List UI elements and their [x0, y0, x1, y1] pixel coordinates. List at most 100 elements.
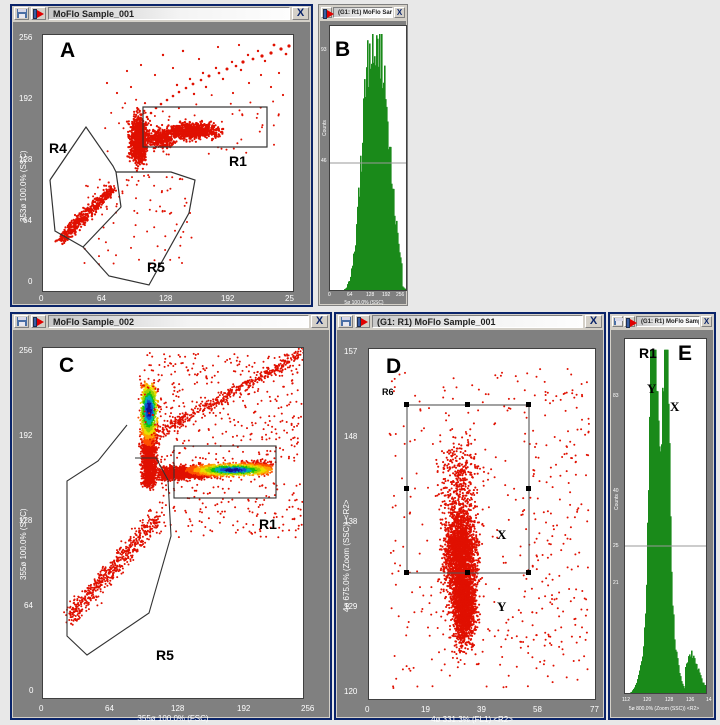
- sample-tube-button-d[interactable]: [355, 315, 370, 328]
- gate-label-e-r1: R1: [639, 345, 657, 361]
- sample-tube-icon: [33, 8, 44, 19]
- xtick-e-1: 120: [643, 697, 652, 703]
- region-label-r4: R4: [49, 140, 67, 156]
- xtick-c-4: 256: [301, 704, 315, 713]
- xtick-b-1: 64: [347, 292, 353, 298]
- xaxis-label-e: 5ø 800.0% (Zoom (SSC)) <R2>: [628, 706, 700, 712]
- ytick-c-3: 64: [24, 601, 33, 610]
- ytick-e-3: 21: [613, 580, 619, 586]
- close-button-e[interactable]: X: [701, 316, 712, 327]
- sample-tube-icon: [322, 8, 334, 19]
- ytick-a-2: 128: [19, 155, 33, 164]
- panel-letter-e: E: [678, 342, 693, 365]
- sample-tube-icon: [33, 316, 44, 327]
- sample-tube-icon: [625, 317, 637, 328]
- ytick-c-0: 256: [19, 346, 33, 355]
- xtick-b-2: 128: [366, 292, 375, 298]
- xtick-c-2: 128: [171, 704, 185, 713]
- save-icon: [16, 317, 27, 326]
- window-title-b: (G1: R1) MoFlo Sample_001: [333, 7, 393, 18]
- sample-tube-button-b[interactable]: [321, 7, 334, 19]
- plot-area-b: 93 46 Counts 5ø 100.0% (SSC) 0 64 128 19…: [320, 21, 407, 306]
- population-label-x-d: X: [497, 527, 507, 542]
- close-button-b[interactable]: X: [394, 7, 405, 18]
- xtick-d-0: 0: [365, 705, 370, 714]
- xtick-d-3: 58: [533, 705, 542, 714]
- titlebar-window-b[interactable]: (G1: R1) MoFlo Sample_001 X: [319, 5, 407, 20]
- ytick-a-0: 256: [19, 33, 33, 42]
- region-label-r1: R1: [229, 153, 247, 169]
- titlebar-window-d[interactable]: (G1: R1) MoFlo Sample_001 X: [336, 314, 604, 329]
- xtick-a-1: 64: [97, 294, 106, 303]
- sample-tube-button-a[interactable]: [31, 7, 46, 20]
- save-button-c[interactable]: [14, 315, 29, 328]
- xaxis-label-c: 355ø 100.0% (FSC): [137, 714, 209, 723]
- save-icon: [614, 318, 623, 325]
- ytick-b-1: 46: [321, 158, 327, 164]
- population-label-y-e: Y: [647, 381, 657, 396]
- save-button-d[interactable]: [338, 315, 353, 328]
- save-icon: [340, 317, 351, 326]
- scatter-plot-d: [388, 368, 590, 689]
- close-button-a[interactable]: X: [292, 7, 309, 20]
- save-button-a[interactable]: [14, 7, 29, 20]
- titlebar-window-e[interactable]: (G1: R1) MoFlo Sample_001 X: [610, 314, 714, 329]
- xtick-a-0: 0: [39, 294, 44, 303]
- ytick-a-1: 192: [19, 94, 33, 103]
- sample-tube-button-e[interactable]: [624, 316, 637, 328]
- region-label-d-r6: R6: [382, 387, 394, 397]
- panel-letter-b: B: [335, 38, 351, 61]
- window-title-e: (G1: R1) MoFlo Sample_001: [636, 316, 700, 327]
- xtick-b-0: 0: [328, 292, 331, 298]
- ytick-d-2: 138: [344, 517, 358, 526]
- titlebar-window-a[interactable]: MoFlo Sample_001 X: [12, 6, 311, 21]
- ytick-d-4: 120: [344, 687, 358, 696]
- close-button-d[interactable]: X: [585, 315, 602, 328]
- window-g1-r1-zoom[interactable]: (G1: R1) MoFlo Sample_001 X 157 148 138 …: [334, 312, 606, 724]
- window-moflo-sample-001[interactable]: MoFlo Sample_001 X 256 192 128 64 0 353ø…: [10, 4, 313, 307]
- xtick-d-1: 19: [421, 705, 430, 714]
- histogram-canvas-e[interactable]: R1 E Y X: [624, 338, 707, 694]
- ytick-d-0: 157: [344, 347, 358, 356]
- population-label-y-d: Y: [497, 599, 507, 614]
- panel-letter-d: D: [386, 355, 402, 378]
- xtick-e-2: 128: [665, 697, 674, 703]
- ytick-e-1: 40: [613, 488, 619, 494]
- xtick-b-3: 192: [382, 292, 391, 298]
- yaxis-label-e: Counts: [614, 494, 620, 510]
- sample-tube-icon: [357, 316, 368, 327]
- yaxis-label-a: 353ø 100.0% (SSC): [19, 150, 28, 222]
- xtick-c-3: 192: [237, 704, 251, 713]
- xtick-a-4: 25: [285, 294, 294, 303]
- xaxis-label-b: 5ø 100.0% (SSC): [344, 300, 384, 306]
- ytick-d-3: 129: [344, 602, 358, 611]
- xtick-a-2: 128: [159, 294, 173, 303]
- ytick-a-4: 0: [28, 277, 33, 286]
- titlebar-window-c[interactable]: MoFlo Sample_002 X: [12, 314, 330, 329]
- region-label-c-r1: R1: [259, 516, 277, 532]
- plot-area-a: 256 192 128 64 0 353ø 100.0% (SSC) 0 64 …: [13, 22, 310, 304]
- region-label-c-r5: R5: [156, 647, 174, 663]
- window-title-c: MoFlo Sample_002: [48, 315, 309, 328]
- window-histogram-b[interactable]: (G1: R1) MoFlo Sample_001 X 93 46 Counts…: [318, 4, 408, 306]
- save-button-e[interactable]: [612, 316, 623, 327]
- window-moflo-sample-002[interactable]: MoFlo Sample_002 X 256 192 128 64 0 355ø…: [10, 312, 332, 723]
- window-zoom-histogram-e[interactable]: (G1: R1) MoFlo Sample_001 X 83 40 25 21 …: [608, 312, 716, 720]
- scatter-canvas-c[interactable]: C R1 R5: [42, 347, 304, 699]
- xtick-c-0: 0: [39, 704, 44, 713]
- panel-letter-c: C: [59, 354, 75, 377]
- ytick-e-2: 25: [613, 543, 619, 549]
- histogram-plot-b: [330, 34, 406, 290]
- sample-tube-button-c[interactable]: [31, 315, 46, 328]
- population-label-x-e: X: [670, 399, 680, 414]
- window-title-a: MoFlo Sample_001: [48, 7, 290, 20]
- histogram-canvas-b[interactable]: B: [329, 25, 407, 291]
- density-plot-c: [63, 348, 303, 656]
- scatter-canvas-d[interactable]: D R6 X Y: [368, 348, 596, 700]
- xtick-b-4: 256: [396, 292, 405, 298]
- ytick-b-0: 93: [321, 47, 327, 53]
- close-button-c[interactable]: X: [311, 315, 328, 328]
- scatter-canvas-a[interactable]: A R4 R5 R1: [42, 34, 294, 292]
- panel-letter-a: A: [60, 39, 76, 62]
- yaxis-label-c: 355ø 100.0% (SSC): [19, 508, 28, 580]
